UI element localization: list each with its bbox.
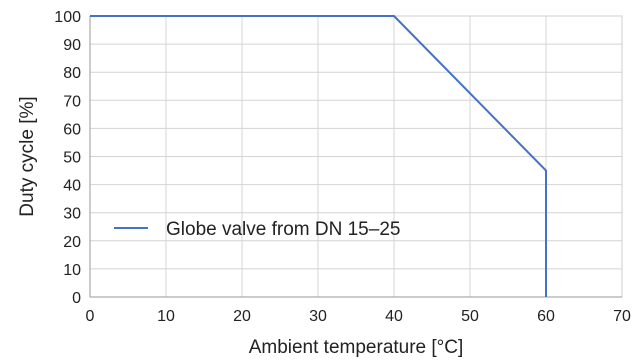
grid-lines [89, 15, 623, 298]
series-layer [90, 15, 547, 297]
y-axis-title: Duty cycle [%] [17, 96, 38, 216]
legend-label: Globe valve from DN 15–25 [166, 219, 400, 240]
y-tick-label-30: 30 [63, 206, 81, 223]
legend: Globe valve from DN 15–25 [114, 219, 400, 240]
x-axis-title: Ambient temperature [°C] [249, 337, 464, 358]
y-tick-label-50: 50 [63, 150, 81, 167]
y-tick-label-10: 10 [63, 262, 81, 279]
series-line-0 [90, 15, 547, 297]
x-tick-label-10: 10 [157, 308, 175, 325]
y-tick-label-80: 80 [63, 65, 81, 82]
y-tick-label-0: 0 [72, 290, 81, 307]
x-tick-label-20: 20 [233, 308, 251, 325]
x-tick-labels: 0 10 20 30 40 50 60 70 [86, 308, 631, 325]
y-tick-label-40: 40 [63, 178, 81, 195]
x-tick-label-50: 50 [461, 308, 479, 325]
y-tick-labels: 0 10 20 30 40 50 60 70 80 90 100 [54, 9, 81, 307]
x-tick-label-0: 0 [86, 308, 95, 325]
x-tick-label-60: 60 [537, 308, 555, 325]
y-tick-label-100: 100 [54, 9, 81, 26]
y-tick-label-70: 70 [63, 93, 81, 110]
y-tick-label-20: 20 [63, 234, 81, 251]
y-tick-label-60: 60 [63, 121, 81, 138]
y-tick-label-90: 90 [63, 37, 81, 54]
x-tick-label-70: 70 [613, 308, 631, 325]
x-tick-label-30: 30 [309, 308, 327, 325]
x-tick-label-40: 40 [385, 308, 403, 325]
